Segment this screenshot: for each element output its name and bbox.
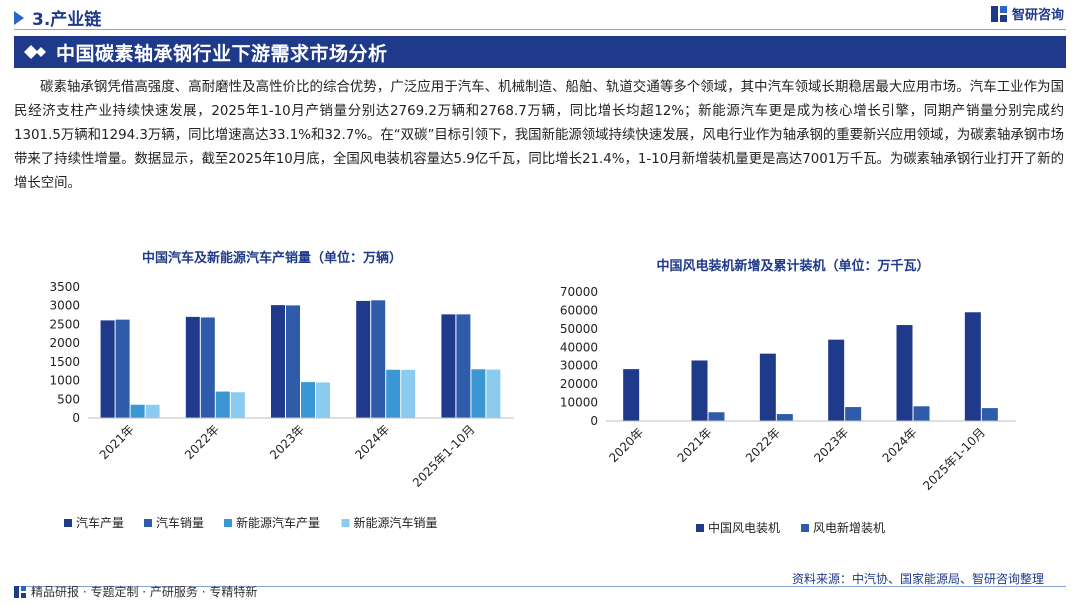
wind-chart: 中国风电装机新增及累计装机（单位：万千瓦） 0 10000 20000 30000 40…	[560, 258, 1016, 535]
legend-label: 风电新增装机	[813, 520, 885, 535]
bar-风电新增装机-2024年	[913, 406, 930, 421]
bar-新能源汽车产量-2023年	[301, 382, 315, 418]
legend: 中国风电装机 风电新增装机	[696, 520, 885, 535]
y-axis: 0 10000 20000 30000 40000 50000 60000 70000	[560, 285, 598, 428]
bar-新能源汽车产量-2025年1-10月	[471, 369, 486, 418]
y-tick-label: 0	[72, 411, 80, 425]
footer-tagline: 精品研报 · 专题定制 · 产研服务 · 专精特新	[14, 583, 257, 600]
bar-中国风电装机-2025年1-10月	[964, 312, 981, 421]
bar-中国风电装机-2024年	[896, 325, 913, 421]
page-title: 中国碳素轴承钢行业下游需求市场分析	[56, 42, 388, 65]
bar-汽车产量-2025年1-10月	[441, 314, 456, 418]
legend-swatch	[224, 519, 232, 527]
y-tick-label: 0	[590, 414, 598, 428]
bar-汽车产量-2023年	[271, 305, 285, 418]
x-tick-label: 2021年	[97, 422, 137, 462]
brand-name: 智研咨询	[1011, 8, 1064, 23]
diamond-icon	[24, 45, 46, 59]
bar-新能源汽车产量-2024年	[386, 369, 401, 418]
legend-label: 新能源汽车产量	[236, 515, 320, 530]
x-tick-label: 2022年	[182, 422, 222, 462]
bar-汽车销量-2023年	[286, 305, 300, 418]
legend-label: 汽车产量	[76, 515, 124, 530]
bars	[623, 312, 998, 421]
bar-汽车销量-2024年	[371, 300, 386, 418]
bar-新能源汽车销量-2025年1-10月	[486, 369, 501, 418]
bar-新能源汽车销量-2022年	[230, 392, 245, 418]
source-note: 资料来源：中汽协、国家能源局、智研咨询整理	[791, 572, 1044, 586]
brand-mini-icon	[14, 585, 26, 598]
bar-汽车产量-2024年	[356, 300, 371, 418]
bar-新能源汽车销量-2023年	[316, 382, 330, 418]
x-tick-label: 2022年	[743, 425, 783, 465]
x-tick-label: 2024年	[352, 422, 392, 462]
x-tick-label: 2021年	[675, 425, 715, 465]
legend-label: 新能源汽车销量	[354, 515, 438, 530]
legend-label: 汽车销量	[156, 515, 204, 530]
legend-swatch	[801, 524, 809, 532]
y-tick-label: 3000	[49, 299, 80, 313]
y-tick-label: 40000	[560, 340, 598, 354]
legend-swatch	[696, 524, 704, 532]
bar-中国风电装机-2022年	[759, 353, 776, 421]
triangle-icon	[14, 10, 24, 25]
y-tick-label: 50000	[560, 322, 598, 336]
bar-汽车销量-2022年	[200, 317, 215, 418]
top-divider	[14, 29, 1066, 30]
section-heading: 3.产业链	[14, 5, 101, 30]
bar-汽车产量-2022年	[185, 316, 200, 418]
y-tick-label: 30000	[560, 359, 598, 373]
x-axis: 2020年 2021年 2022年 2023年 2024年 2025年1-10月	[606, 420, 1016, 493]
chart-title: 中国风电装机新增及累计装机（单位：万千瓦）	[656, 258, 929, 274]
legend-label: 中国风电装机	[708, 520, 780, 535]
bar-风电新增装机-2023年	[845, 407, 862, 421]
y-axis: 0 500 1000 1500 2000 2500 3000 3500	[49, 280, 80, 425]
bar-风电新增装机-2022年	[776, 414, 793, 421]
y-tick-label: 3500	[49, 280, 80, 294]
bar-风电新增装机-2021年	[708, 412, 725, 421]
bar-新能源汽车产量-2022年	[215, 391, 230, 418]
y-tick-label: 500	[57, 392, 80, 406]
chart-title: 中国汽车及新能源汽车产销量（单位：万辆）	[142, 250, 402, 266]
vehicle-chart: 中国汽车及新能源汽车产销量（单位：万辆） 0 500 1000 1500 2000 250…	[49, 250, 514, 530]
bar-汽车销量-2025年1-10月	[456, 314, 471, 418]
bar-新能源汽车销量-2021年	[145, 404, 160, 418]
y-tick-label: 1500	[49, 355, 80, 369]
section-label: 3.产业链	[32, 10, 102, 30]
legend-swatch	[64, 519, 72, 527]
x-tick-label: 2025年1-10月	[920, 425, 988, 493]
y-tick-label: 10000	[560, 396, 598, 410]
bar-中国风电装机-2020年	[623, 369, 640, 421]
x-axis: 2021年 2022年 2023年 2024年 2025年1-10月	[88, 417, 514, 490]
bar-新能源汽车销量-2024年	[401, 369, 416, 418]
footer-divider	[14, 586, 1066, 587]
top-bar: 3.产业链 智研咨询	[0, 0, 1080, 30]
legend: 汽车产量 汽车销量 新能源汽车产量 新能源汽车销量	[64, 515, 438, 530]
y-tick-label: 60000	[560, 303, 598, 317]
legend-swatch	[144, 519, 152, 527]
bar-汽车产量-2021年	[100, 320, 115, 418]
bar-新能源汽车产量-2021年	[130, 404, 145, 418]
y-tick-label: 1000	[49, 374, 80, 388]
y-tick-label: 2000	[49, 336, 80, 350]
legend-swatch	[341, 519, 350, 527]
x-tick-label: 2024年	[880, 425, 920, 465]
y-tick-label: 70000	[560, 285, 598, 299]
title-banner: 中国碳素轴承钢行业下游需求市场分析	[14, 36, 1066, 68]
x-tick-label: 2023年	[267, 422, 307, 462]
bar-汽车销量-2021年	[115, 319, 130, 418]
x-tick-label: 2020年	[606, 425, 646, 465]
bar-中国风电装机-2021年	[691, 360, 708, 421]
x-tick-label: 2023年	[811, 425, 851, 465]
bar-风电新增装机-2025年1-10月	[981, 408, 998, 421]
brand-logo: 智研咨询	[990, 4, 1064, 23]
bars	[100, 300, 501, 418]
brand-logo-icon	[990, 5, 1007, 22]
x-tick-label: 2025年1-10月	[410, 422, 478, 490]
footer-text: 精品研报 · 专题定制 · 产研服务 · 专精特新	[31, 585, 258, 599]
y-tick-label: 2500	[49, 317, 80, 331]
body-paragraph: 碳素轴承钢凭借高强度、高耐磨性及高性价比的综合优势，广泛应用于汽车、机械制造、船…	[14, 80, 1064, 191]
bar-中国风电装机-2023年	[828, 339, 845, 421]
y-tick-label: 20000	[560, 377, 598, 391]
